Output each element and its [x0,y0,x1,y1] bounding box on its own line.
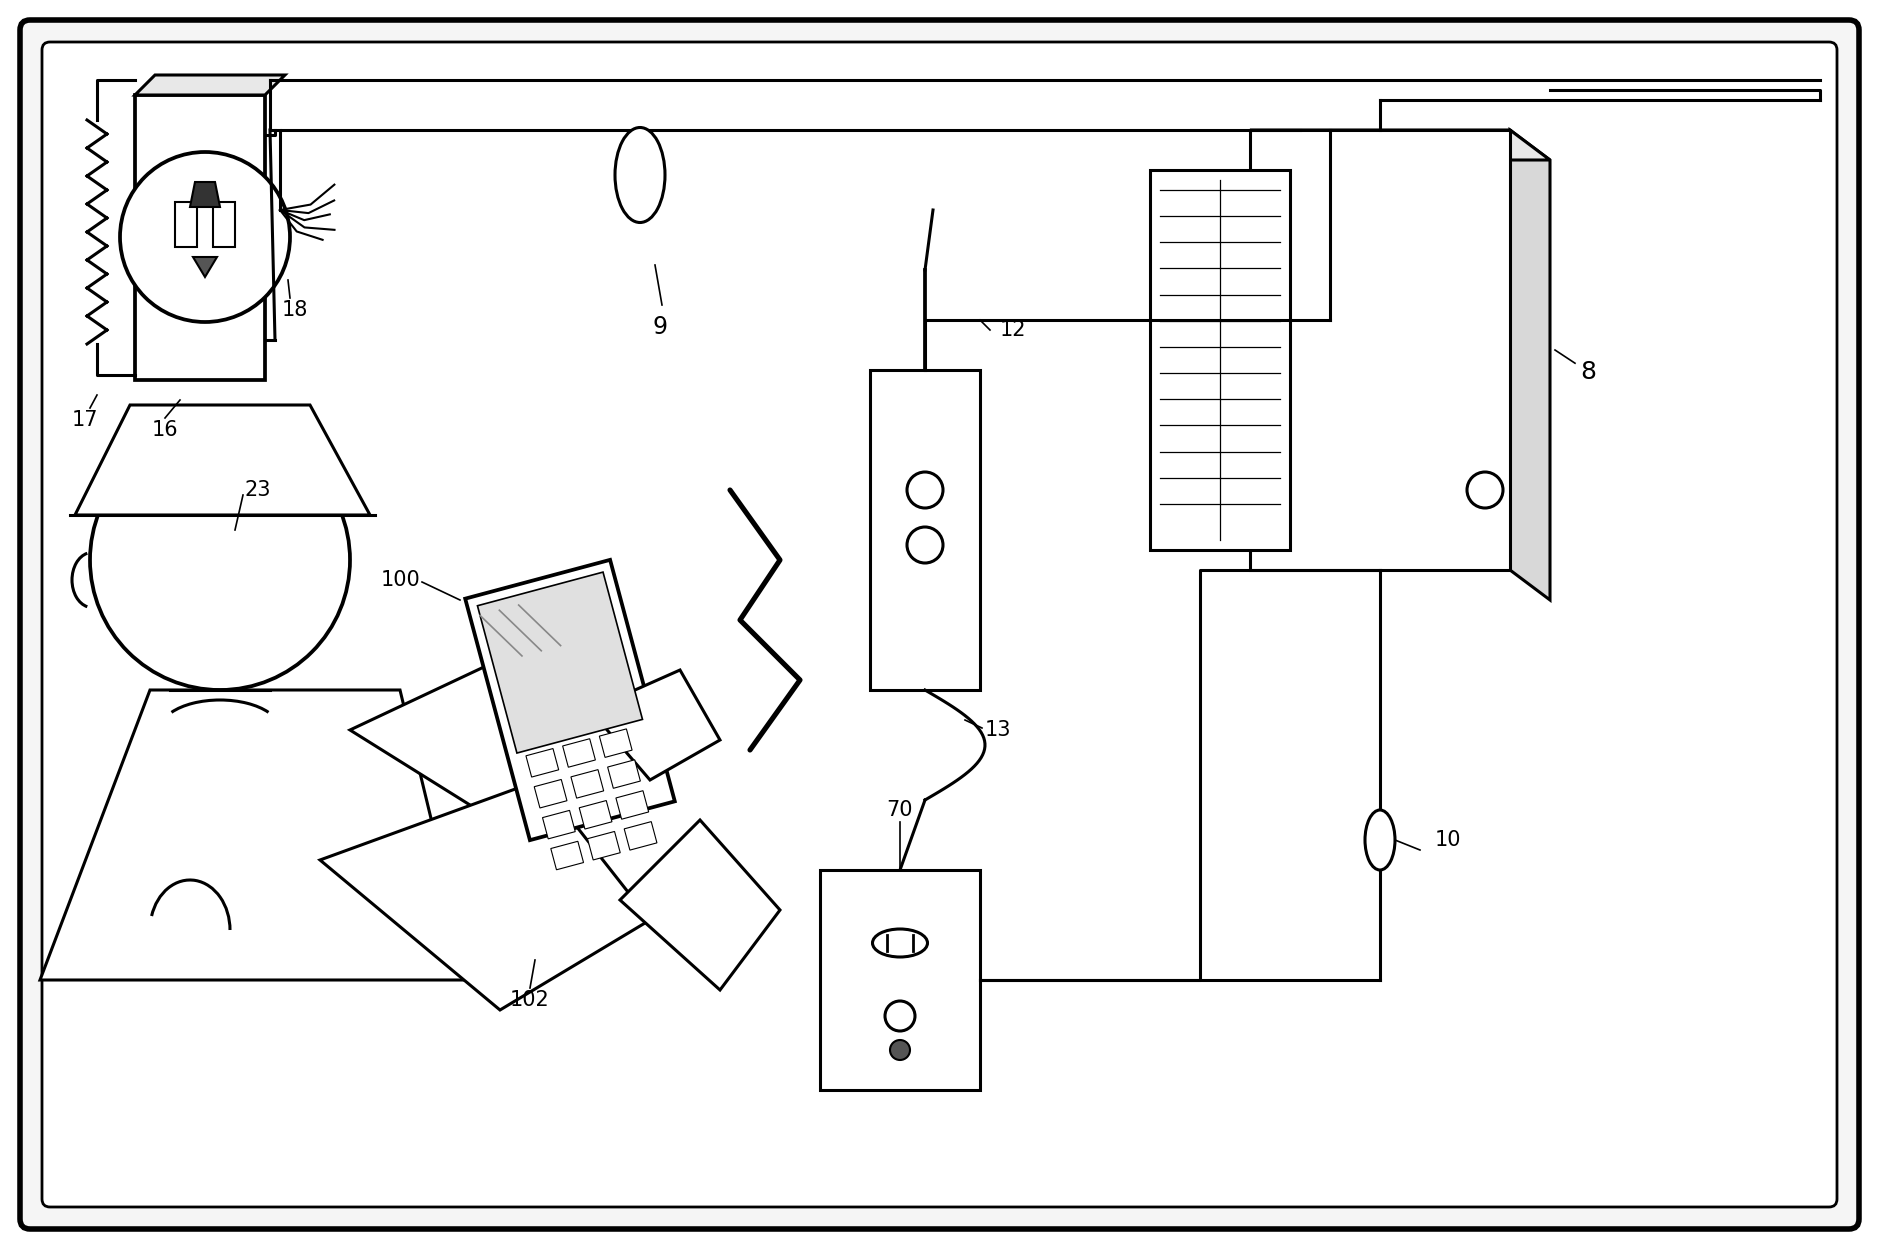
Circle shape [120,152,289,322]
Polygon shape [194,257,216,277]
Polygon shape [349,649,611,831]
Polygon shape [620,821,780,990]
Bar [135,95,265,380]
Polygon shape [534,779,567,808]
Polygon shape [616,791,648,819]
Polygon shape [477,572,643,753]
Bar [819,871,981,1090]
Polygon shape [579,801,613,829]
Ellipse shape [614,127,665,222]
Bar [212,202,235,247]
Polygon shape [526,748,558,777]
Bar [175,202,197,247]
Polygon shape [75,405,370,515]
Polygon shape [135,75,286,95]
Polygon shape [571,769,603,798]
Polygon shape [543,811,575,839]
Text: 9: 9 [652,315,667,338]
Polygon shape [588,832,620,861]
Circle shape [885,1000,915,1030]
Text: 10: 10 [1436,831,1462,851]
Bar [1250,130,1511,570]
Text: 17: 17 [71,410,98,430]
Circle shape [90,430,349,689]
Text: 102: 102 [509,990,551,1010]
Polygon shape [190,182,220,207]
Polygon shape [607,759,641,788]
Circle shape [908,472,943,508]
Polygon shape [562,738,596,767]
Polygon shape [1250,130,1550,160]
Text: 8: 8 [1580,360,1595,383]
Ellipse shape [872,929,928,957]
Polygon shape [551,842,584,869]
FancyBboxPatch shape [41,42,1838,1207]
Polygon shape [319,779,650,1010]
Text: 16: 16 [152,420,179,440]
Polygon shape [39,689,470,980]
Circle shape [908,527,943,563]
Polygon shape [624,822,658,851]
Text: 13: 13 [985,719,1011,739]
Text: 18: 18 [282,300,308,320]
Polygon shape [466,560,675,841]
Ellipse shape [1364,811,1394,871]
Polygon shape [1150,170,1291,550]
Circle shape [1467,472,1503,508]
Polygon shape [590,669,720,779]
Bar [870,370,981,689]
Text: 23: 23 [244,480,271,500]
Text: 70: 70 [887,801,913,821]
Text: 12: 12 [1000,320,1026,340]
Polygon shape [1511,130,1550,600]
Polygon shape [599,729,631,757]
Circle shape [891,1040,909,1060]
Text: 100: 100 [380,570,421,590]
FancyBboxPatch shape [21,20,1858,1229]
